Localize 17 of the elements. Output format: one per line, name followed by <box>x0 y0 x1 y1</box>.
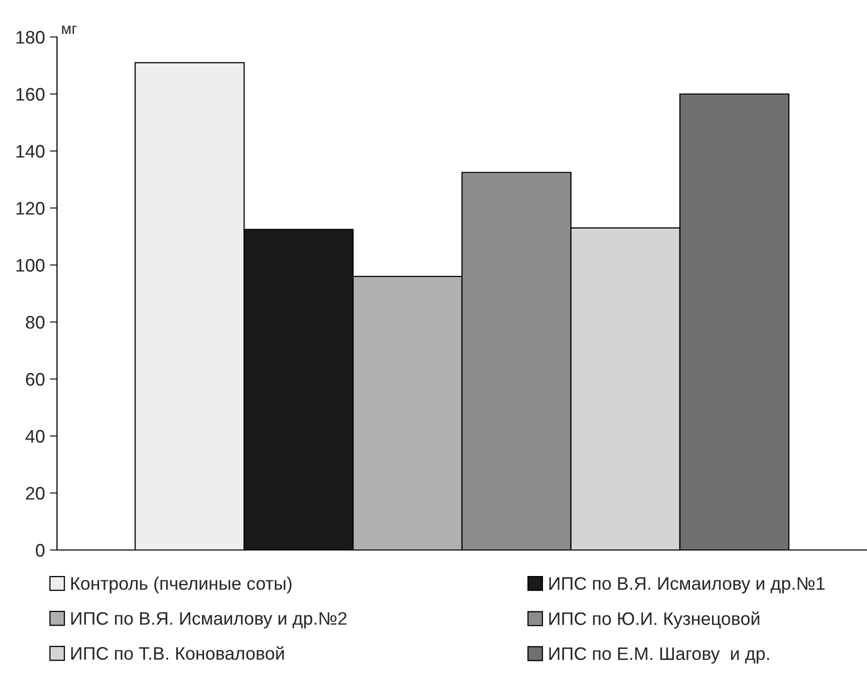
y-tick-label: 160 <box>16 88 44 101</box>
legend-label: ИПС по В.Я. Исмаилову и др.№1 <box>549 577 825 594</box>
y-tick-label: 80 <box>26 316 44 329</box>
legend-label: ИПС по Т.В. Коноваловой <box>71 646 284 660</box>
y-tick-label: 20 <box>26 486 44 500</box>
legend-label: ИПС по Е.М. Шагову и др. <box>549 647 769 664</box>
legend-label: ИПС по Ю.И. Кузнецовой <box>549 611 760 629</box>
y-tick-label: 140 <box>16 144 44 158</box>
y-tick-label: 100 <box>16 258 44 272</box>
legend-label: Контроль (пчелиные соты) <box>71 576 292 594</box>
y-axis-title: мг <box>62 26 77 34</box>
legend-label: ИПС по В.Я. Исмаилову и др.№2 <box>71 612 347 628</box>
y-tick-label: 0 <box>36 544 44 557</box>
y-tick-label: 120 <box>16 202 44 215</box>
y-tick-label: 60 <box>26 372 44 386</box>
y-tick-label: 40 <box>26 430 44 443</box>
y-tick-label: 180 <box>16 30 44 44</box>
